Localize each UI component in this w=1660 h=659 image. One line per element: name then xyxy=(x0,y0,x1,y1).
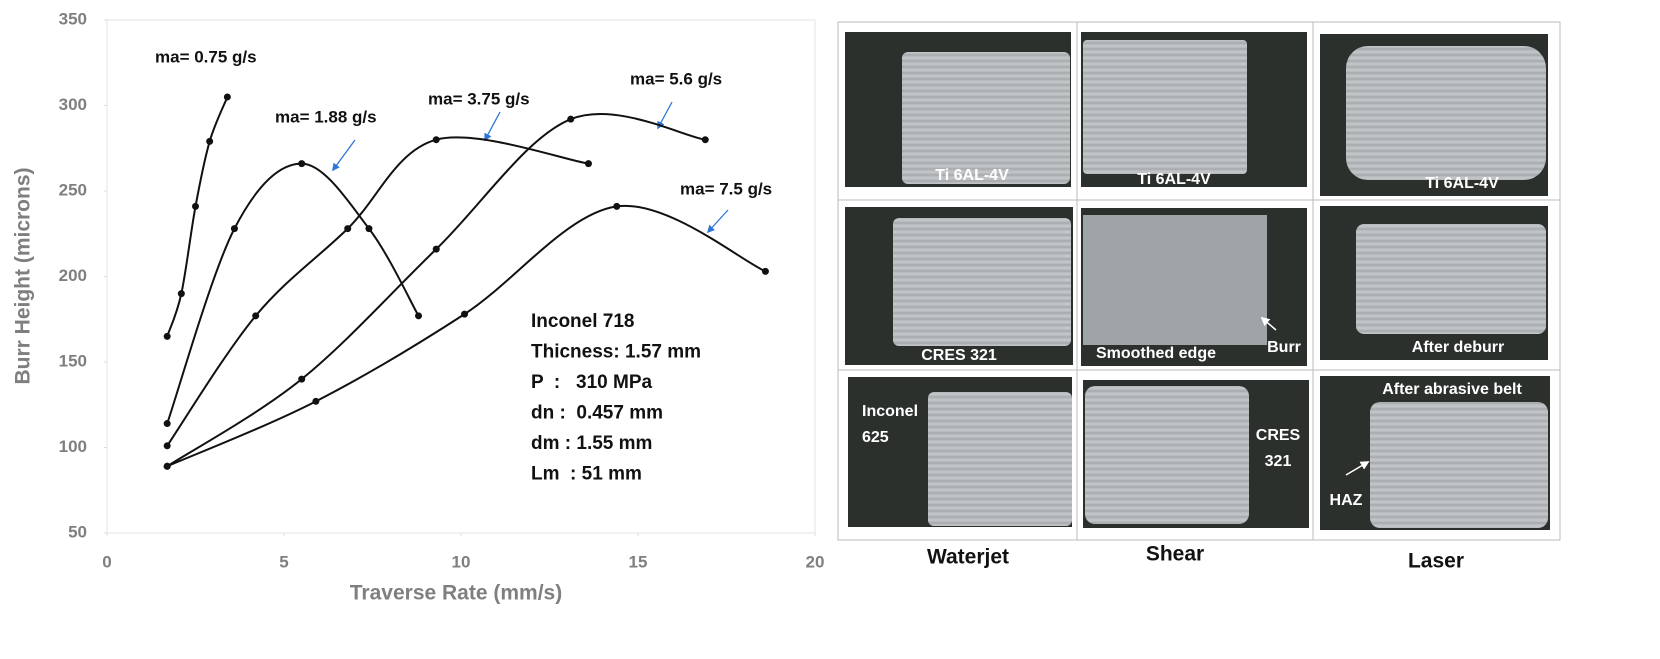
specimen xyxy=(902,52,1070,184)
data-point xyxy=(192,202,199,210)
data-point xyxy=(298,375,306,383)
photo-label: After abrasive belt xyxy=(1382,381,1522,398)
data-point xyxy=(613,202,621,210)
series-line xyxy=(166,204,766,468)
x-tick-label: 15 xyxy=(629,552,648,571)
chart: Traverse Rate (mm/s) Burr Height (micron… xyxy=(12,9,825,604)
annotation: Lm : 51 mm xyxy=(531,464,642,485)
data-point xyxy=(163,420,171,428)
y-tick-label: 300 xyxy=(59,95,87,114)
series-label: ma= 0.75 g/s xyxy=(155,47,257,66)
arrow xyxy=(706,209,729,234)
data-point xyxy=(567,115,575,123)
data-point xyxy=(163,332,171,340)
arrow xyxy=(332,139,356,172)
data-point xyxy=(432,136,440,144)
y-axis-title: Burr Height (microns) xyxy=(12,167,35,384)
column-label: Waterjet xyxy=(927,546,1009,569)
photo-label: 321 xyxy=(1265,453,1292,470)
specimen xyxy=(893,218,1071,346)
arrow xyxy=(1345,461,1370,476)
photo-label: Inconel xyxy=(862,403,918,420)
data-point xyxy=(163,462,171,470)
series-line xyxy=(166,162,420,424)
y-tick-label: 350 xyxy=(59,9,87,28)
photo-label: CRES 321 xyxy=(921,347,997,364)
data-point xyxy=(312,397,320,405)
data-point xyxy=(761,267,769,275)
specimen xyxy=(1370,402,1548,528)
specimen xyxy=(1083,40,1247,174)
annotation: P : 310 MPa xyxy=(531,372,653,393)
annotation: dm : 1.55 mm xyxy=(531,433,652,454)
specimen xyxy=(1083,215,1267,345)
column-label: Laser xyxy=(1408,550,1464,573)
photo-label: Ti 6AL-4V xyxy=(1137,171,1211,188)
annotation: Inconel 718 xyxy=(531,311,635,332)
arrow xyxy=(484,111,501,142)
photo-label: HAZ xyxy=(1330,492,1363,509)
photo-label: Smoothed edge xyxy=(1096,345,1216,362)
photo-label: Ti 6AL-4V xyxy=(1425,175,1499,192)
data-point xyxy=(223,93,231,101)
data-point xyxy=(298,160,306,168)
data-point xyxy=(365,225,373,233)
y-tick-label: 50 xyxy=(68,522,87,541)
x-tick-label: 20 xyxy=(806,552,825,571)
x-tick-label: 0 xyxy=(102,552,111,571)
data-point xyxy=(584,160,592,168)
series-label: ma= 3.75 g/s xyxy=(428,89,530,108)
x-tick-label: 10 xyxy=(452,552,471,571)
data-point xyxy=(206,137,214,145)
data-point xyxy=(432,245,440,253)
photo-label: Burr xyxy=(1267,339,1301,356)
specimen xyxy=(1085,386,1249,524)
photo-label: 625 xyxy=(862,429,889,446)
x-tick-label: 5 xyxy=(279,552,288,571)
data-point xyxy=(701,136,709,144)
column-label: Shear xyxy=(1146,543,1204,566)
data-point xyxy=(252,312,260,320)
annotation: Thicness: 1.57 mm xyxy=(531,342,701,363)
data-point xyxy=(163,442,171,450)
data-point xyxy=(177,290,185,298)
photo-label: Ti 6AL-4V xyxy=(935,167,1009,184)
data-point xyxy=(415,312,423,320)
x-axis-title: Traverse Rate (mm/s) xyxy=(350,582,562,605)
series-line xyxy=(166,136,589,447)
y-tick-label: 150 xyxy=(59,351,87,370)
photo-label: CRES xyxy=(1256,427,1301,444)
y-tick-label: 200 xyxy=(59,266,87,285)
annotation: dn : 0.457 mm xyxy=(531,403,663,424)
data-point xyxy=(344,225,352,233)
y-tick-label: 100 xyxy=(59,437,87,456)
series-line xyxy=(166,96,229,337)
photo-label: After deburr xyxy=(1412,339,1504,356)
specimen xyxy=(1346,46,1546,180)
photo-panel: Ti 6AL-4V Ti 6AL-4V Ti 6AL-4V CRES 321 S… xyxy=(837,21,1561,573)
specimen xyxy=(928,392,1072,526)
specimen xyxy=(1356,224,1546,334)
y-tick-label: 250 xyxy=(59,180,87,199)
data-point xyxy=(461,310,469,318)
data-point xyxy=(230,225,238,233)
arrow xyxy=(1260,316,1277,331)
arrow xyxy=(657,101,673,130)
series-label: ma= 7.5 g/s xyxy=(680,179,772,198)
series-label: ma= 1.88 g/s xyxy=(275,107,377,126)
series-label: ma= 5.6 g/s xyxy=(630,69,722,88)
